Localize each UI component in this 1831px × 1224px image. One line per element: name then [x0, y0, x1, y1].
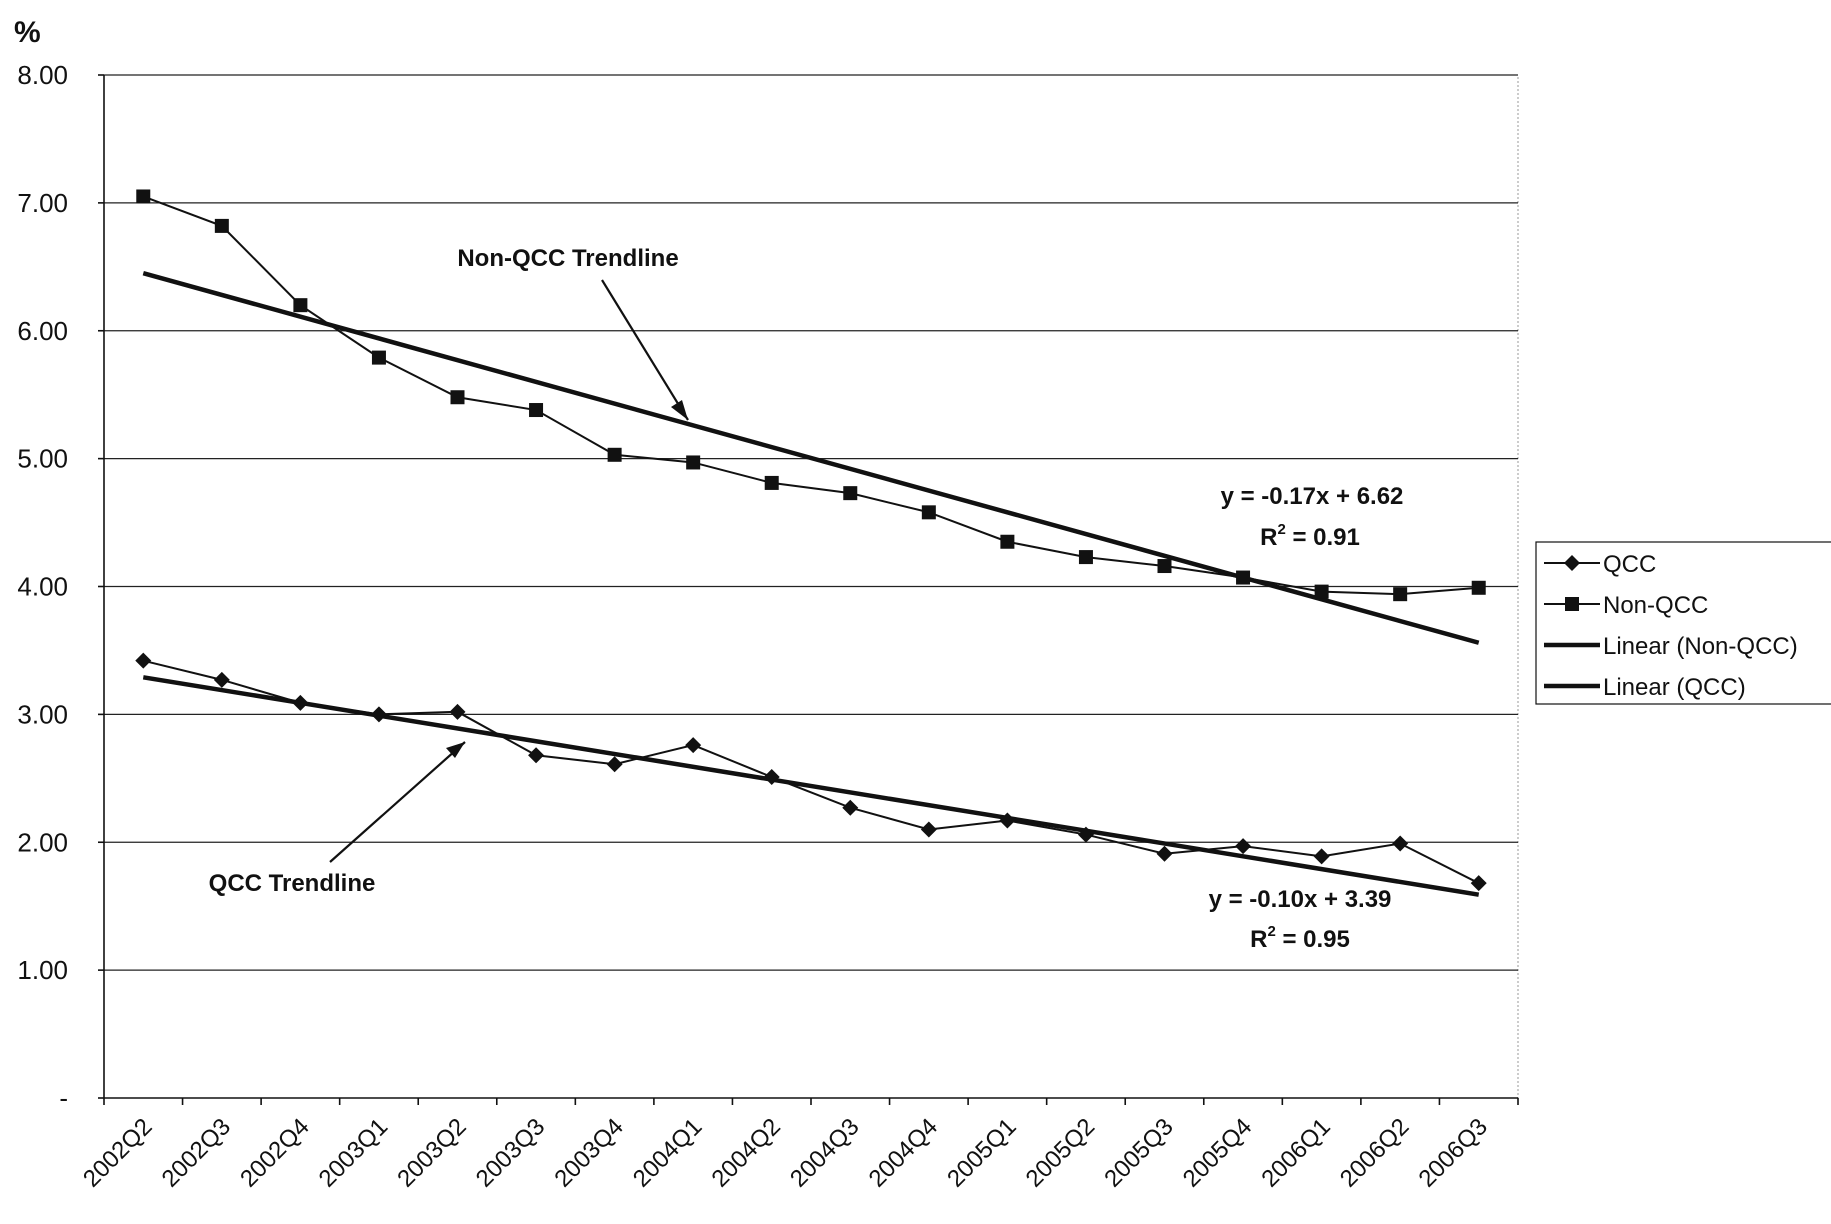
nonqcc-equation: y = -0.17x + 6.62 — [1221, 483, 1404, 510]
legend-marker-diamond — [1564, 555, 1580, 571]
point-qcc — [842, 799, 859, 816]
point-qcc — [528, 747, 545, 764]
nonqcc-arrow — [601, 279, 689, 421]
x-tick-label: 2002Q3 — [157, 1113, 236, 1192]
point-non-qcc — [607, 447, 622, 462]
x-tick-label: 2002Q2 — [78, 1113, 157, 1192]
series-lines — [142, 195, 1480, 885]
point-non-qcc — [293, 298, 308, 313]
y-tick-label: 3.00 — [17, 699, 68, 729]
point-qcc — [1313, 848, 1330, 865]
point-qcc — [1392, 835, 1409, 852]
point-qcc — [370, 706, 387, 723]
point-non-qcc — [1314, 584, 1329, 599]
point-qcc — [920, 821, 937, 838]
qcc-equation: y = -0.10x + 3.39 — [1209, 886, 1392, 913]
point-qcc — [1235, 838, 1252, 855]
x-tick-label: 2005Q4 — [1178, 1113, 1257, 1192]
x-tick-label: 2003Q2 — [392, 1113, 471, 1192]
nonqcc-trendline-label: Non-QCC Trendline — [457, 245, 678, 272]
qcc-arrow — [329, 741, 466, 863]
legend-marker-square — [1565, 597, 1579, 611]
y-tick-label: 2.00 — [17, 827, 68, 857]
point-non-qcc — [843, 486, 858, 501]
point-qcc — [292, 694, 309, 711]
y-axis-ticks: - 1.00 2.00 3.00 4.00 5.00 6.00 7.00 8.00 — [17, 60, 104, 1113]
y-tick-label: 6.00 — [17, 316, 68, 346]
x-tick-label: 2005Q1 — [942, 1113, 1021, 1192]
x-tick-label: 2004Q2 — [706, 1113, 785, 1192]
nonqcc-r2: R2 = 0.91 — [1260, 521, 1360, 551]
nonqcc-arrowhead — [671, 400, 688, 420]
y-tick-label: 1.00 — [17, 955, 68, 985]
point-non-qcc — [1236, 570, 1251, 585]
legend: QCC Non-QCC Linear (Non-QCC) Linear (QCC) — [1535, 541, 1831, 705]
point-qcc — [999, 812, 1016, 829]
unit-label: % — [14, 16, 41, 49]
x-tick-label: 2005Q3 — [1099, 1113, 1178, 1192]
point-qcc — [606, 756, 623, 773]
point-non-qcc — [136, 189, 151, 204]
x-tick-label: 2004Q3 — [785, 1113, 864, 1192]
point-qcc — [763, 769, 780, 786]
x-tick-label: 2004Q1 — [628, 1113, 707, 1192]
point-qcc — [213, 671, 230, 688]
point-non-qcc — [764, 475, 779, 490]
legend-label: Linear (Non-QCC) — [1603, 633, 1798, 660]
series-line-non-qcc — [142, 195, 1479, 596]
point-non-qcc — [1157, 559, 1172, 574]
qcc-r2: R2 = 0.95 — [1250, 923, 1350, 953]
point-qcc — [1156, 845, 1173, 862]
trendline-linear-non-qcc — [142, 271, 1480, 645]
qcc-arrowhead — [446, 742, 465, 758]
x-tick-label: 2006Q3 — [1413, 1113, 1492, 1192]
legend-label: Linear (QCC) — [1603, 674, 1746, 701]
point-non-qcc — [1393, 587, 1408, 602]
point-qcc — [135, 652, 152, 669]
point-qcc — [449, 703, 466, 720]
trendlines — [142, 271, 1480, 897]
point-non-qcc — [1471, 580, 1486, 595]
point-non-qcc — [686, 455, 701, 470]
y-tick-label: 7.00 — [17, 188, 68, 218]
series-line-qcc — [143, 659, 1480, 885]
x-axis-ticks: 2002Q2 2002Q3 2002Q4 2003Q1 2003Q2 2003Q3 2003… — [78, 1098, 1519, 1193]
qcc-trendline-label: QCC Trendline — [209, 870, 376, 897]
point-non-qcc — [529, 403, 544, 418]
x-tick-label: 2006Q1 — [1256, 1113, 1335, 1192]
y-tick-label: 8.00 — [17, 60, 68, 90]
point-non-qcc — [371, 350, 386, 365]
point-non-qcc — [921, 505, 936, 520]
x-tick-label: 2006Q2 — [1335, 1113, 1414, 1192]
point-qcc — [685, 737, 702, 754]
x-tick-label: 2002Q4 — [235, 1113, 314, 1192]
point-non-qcc — [214, 218, 229, 233]
legend-label: Non-QCC — [1603, 592, 1708, 619]
x-tick-label: 2003Q1 — [314, 1113, 393, 1192]
x-tick-label: 2004Q4 — [864, 1113, 943, 1192]
x-tick-label: 2005Q2 — [1021, 1113, 1100, 1192]
trendline-linear-qcc — [142, 675, 1480, 897]
x-tick-label: 2003Q4 — [549, 1113, 628, 1192]
legend-box — [1535, 541, 1831, 705]
point-non-qcc — [1000, 534, 1015, 549]
x-tick-label: 2003Q3 — [471, 1113, 550, 1192]
point-non-qcc — [450, 390, 465, 405]
legend-label: QCC — [1603, 551, 1656, 578]
series-markers — [135, 189, 1487, 892]
point-non-qcc — [1078, 550, 1093, 565]
y-tick-label: 5.00 — [17, 444, 68, 474]
y-tick-label: - — [59, 1083, 68, 1113]
point-qcc — [1470, 875, 1487, 892]
point-qcc — [1077, 826, 1094, 843]
y-tick-label: 4.00 — [17, 572, 68, 602]
